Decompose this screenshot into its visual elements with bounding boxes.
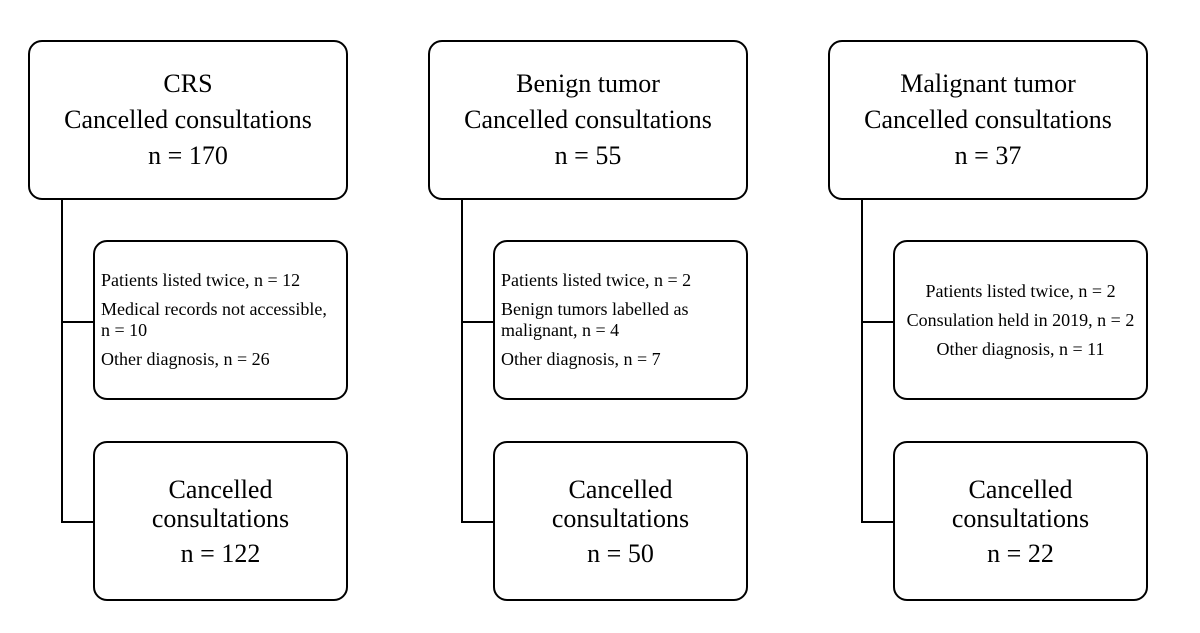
top-box: Malignant tumor Cancelled consultations n … (828, 40, 1148, 200)
result-box: Cancelled consultations n = 50 (493, 441, 748, 601)
count: n = 170 (148, 141, 228, 170)
subtitle: Cancelled consultations (864, 105, 1112, 134)
result-label: Cancelled consultations (551, 474, 690, 533)
result-count: n = 50 (587, 538, 654, 568)
top-box: Benign tumor Cancelled consultations n = 5… (428, 40, 748, 200)
exclusion-box: Patients listed twice, n = 2 Consulation … (893, 240, 1148, 400)
exclusion-item: Medical records not accessible, n = 10 (101, 299, 327, 340)
result-count: n = 122 (180, 538, 261, 568)
result-box: Cancelled consultations n = 122 (93, 441, 348, 601)
exclusion-item: Other diagnosis, n = 26 (101, 349, 270, 369)
subtitle: Cancelled consultations (64, 105, 312, 134)
exclusion-item: Benign tumors labelled as malignant, n =… (501, 299, 689, 340)
count: n = 55 (554, 141, 622, 170)
title: CRS (163, 69, 213, 98)
exclusion-item: Patients listed twice, n = 12 (101, 270, 301, 290)
title: Benign tumor (516, 69, 660, 98)
exclusion-item: Patients listed twice, n = 2 (501, 270, 692, 290)
count: n = 37 (954, 141, 1022, 170)
top-box: CRS Cancelled consultations n = 170 (28, 40, 348, 200)
result-label: Cancelled consultations (151, 474, 290, 533)
subtitle: Cancelled consultations (464, 105, 712, 134)
title: Malignant tumor (900, 69, 1076, 98)
exclusion-item: Patients listed twice, n = 2 (925, 280, 1116, 301)
exclusion-box: Patients listed twice, n = 12 Medical rec… (93, 240, 348, 400)
result-count: n = 22 (987, 538, 1054, 568)
exclusion-item: Consulation held in 2019, n = 2 (906, 309, 1135, 330)
result-box: Cancelled consultations n = 22 (893, 441, 1148, 601)
exclusion-item: Other diagnosis, n = 11 (936, 338, 1105, 359)
exclusion-box: Patients listed twice, n = 2 Benign tumor… (493, 240, 748, 400)
result-label: Cancelled consultations (951, 474, 1090, 533)
exclusion-item: Other diagnosis, n = 7 (501, 349, 661, 369)
